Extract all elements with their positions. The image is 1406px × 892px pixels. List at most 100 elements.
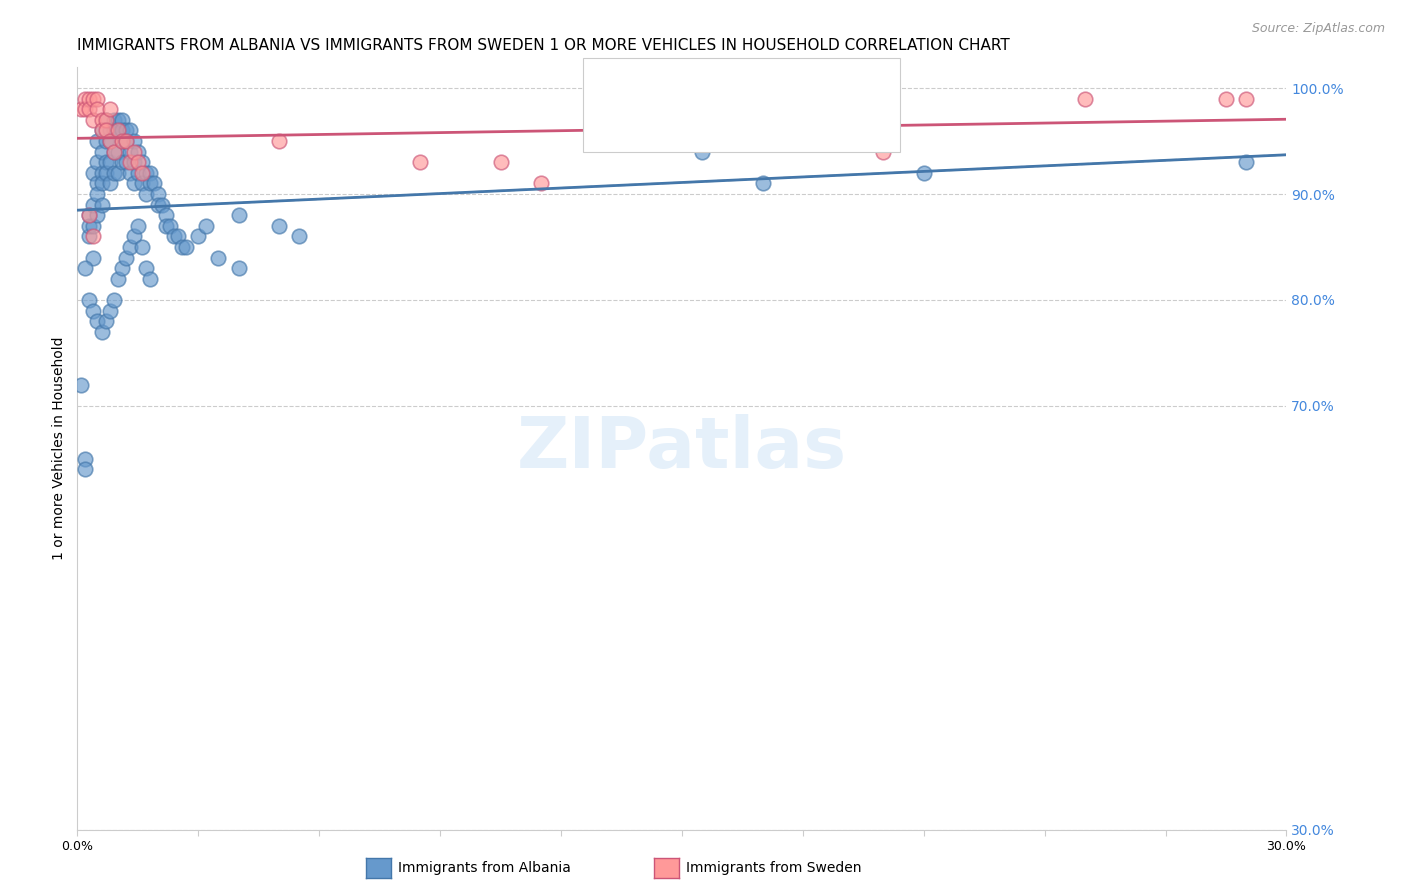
Point: [135, 261, 157, 276]
Point: [1234, 92, 1257, 106]
Text: 0.391: 0.391: [668, 118, 716, 132]
Text: Immigrants from Sweden: Immigrants from Sweden: [686, 861, 862, 875]
Point: [107, 123, 129, 137]
Text: R =: R =: [628, 118, 662, 132]
Point: [155, 219, 177, 233]
Point: [111, 134, 134, 148]
Point: [131, 240, 153, 254]
Point: [70, 102, 93, 116]
Point: [159, 219, 181, 233]
Y-axis label: 1 or more Vehicles in Household: 1 or more Vehicles in Household: [52, 336, 66, 560]
Point: [94, 166, 117, 180]
Point: [187, 229, 209, 244]
Point: [107, 112, 129, 127]
Point: [122, 177, 145, 191]
Point: [114, 155, 136, 169]
Point: [98, 303, 121, 318]
Text: Immigrants from Albania: Immigrants from Albania: [398, 861, 571, 875]
Point: [118, 166, 141, 180]
Point: [107, 271, 129, 285]
Point: [79, 219, 101, 233]
Point: [98, 134, 121, 148]
Point: [103, 123, 125, 137]
Point: [146, 186, 169, 201]
Point: [139, 166, 162, 180]
Point: [288, 229, 311, 244]
Point: [86, 314, 108, 328]
Point: [122, 134, 145, 148]
Point: [103, 166, 125, 180]
Point: [114, 134, 136, 148]
Point: [267, 134, 290, 148]
Point: [86, 92, 108, 106]
Point: [111, 261, 134, 276]
Point: [122, 229, 145, 244]
Point: [127, 145, 149, 159]
Point: [163, 229, 186, 244]
Point: [79, 229, 101, 244]
Point: [409, 155, 432, 169]
Point: [86, 155, 108, 169]
Point: [111, 155, 134, 169]
Point: [530, 177, 553, 191]
Point: [131, 166, 153, 180]
Point: [75, 462, 97, 476]
Point: [267, 219, 290, 233]
Point: [90, 145, 112, 159]
Point: [82, 219, 104, 233]
Point: [94, 134, 117, 148]
Point: [114, 251, 136, 265]
Point: [167, 229, 190, 244]
Point: [114, 134, 136, 148]
Point: [94, 123, 117, 137]
Point: [98, 123, 121, 137]
Text: 0.197: 0.197: [668, 78, 716, 92]
Point: [127, 166, 149, 180]
Point: [127, 155, 149, 169]
Point: [146, 197, 169, 211]
Point: [70, 377, 93, 392]
Point: [82, 112, 104, 127]
Point: [207, 251, 229, 265]
Point: [75, 102, 97, 116]
Point: [135, 166, 157, 180]
Point: [228, 261, 250, 276]
Point: [79, 92, 101, 106]
Point: [118, 240, 141, 254]
Text: 96: 96: [769, 78, 790, 92]
Point: [86, 134, 108, 148]
Point: [690, 145, 713, 159]
Point: [122, 155, 145, 169]
Point: [114, 123, 136, 137]
Point: [75, 92, 97, 106]
Point: [75, 451, 97, 466]
Point: [131, 177, 153, 191]
Point: [82, 229, 104, 244]
Point: [111, 134, 134, 148]
Point: [135, 186, 157, 201]
Point: [127, 219, 149, 233]
Point: [82, 166, 104, 180]
Point: [174, 240, 197, 254]
Point: [86, 208, 108, 222]
Point: [79, 293, 101, 307]
Point: [872, 145, 894, 159]
Point: [118, 155, 141, 169]
Point: [111, 123, 134, 137]
Point: [98, 102, 121, 116]
Point: [90, 123, 112, 137]
Point: [122, 145, 145, 159]
Point: [1074, 92, 1097, 106]
Point: [90, 112, 112, 127]
Point: [98, 155, 121, 169]
Point: [1234, 155, 1257, 169]
Point: [75, 261, 97, 276]
Point: [82, 251, 104, 265]
Point: [82, 92, 104, 106]
Point: [94, 112, 117, 127]
Point: [86, 177, 108, 191]
Point: [131, 155, 153, 169]
Point: [107, 166, 129, 180]
Point: [90, 177, 112, 191]
Point: [155, 208, 177, 222]
